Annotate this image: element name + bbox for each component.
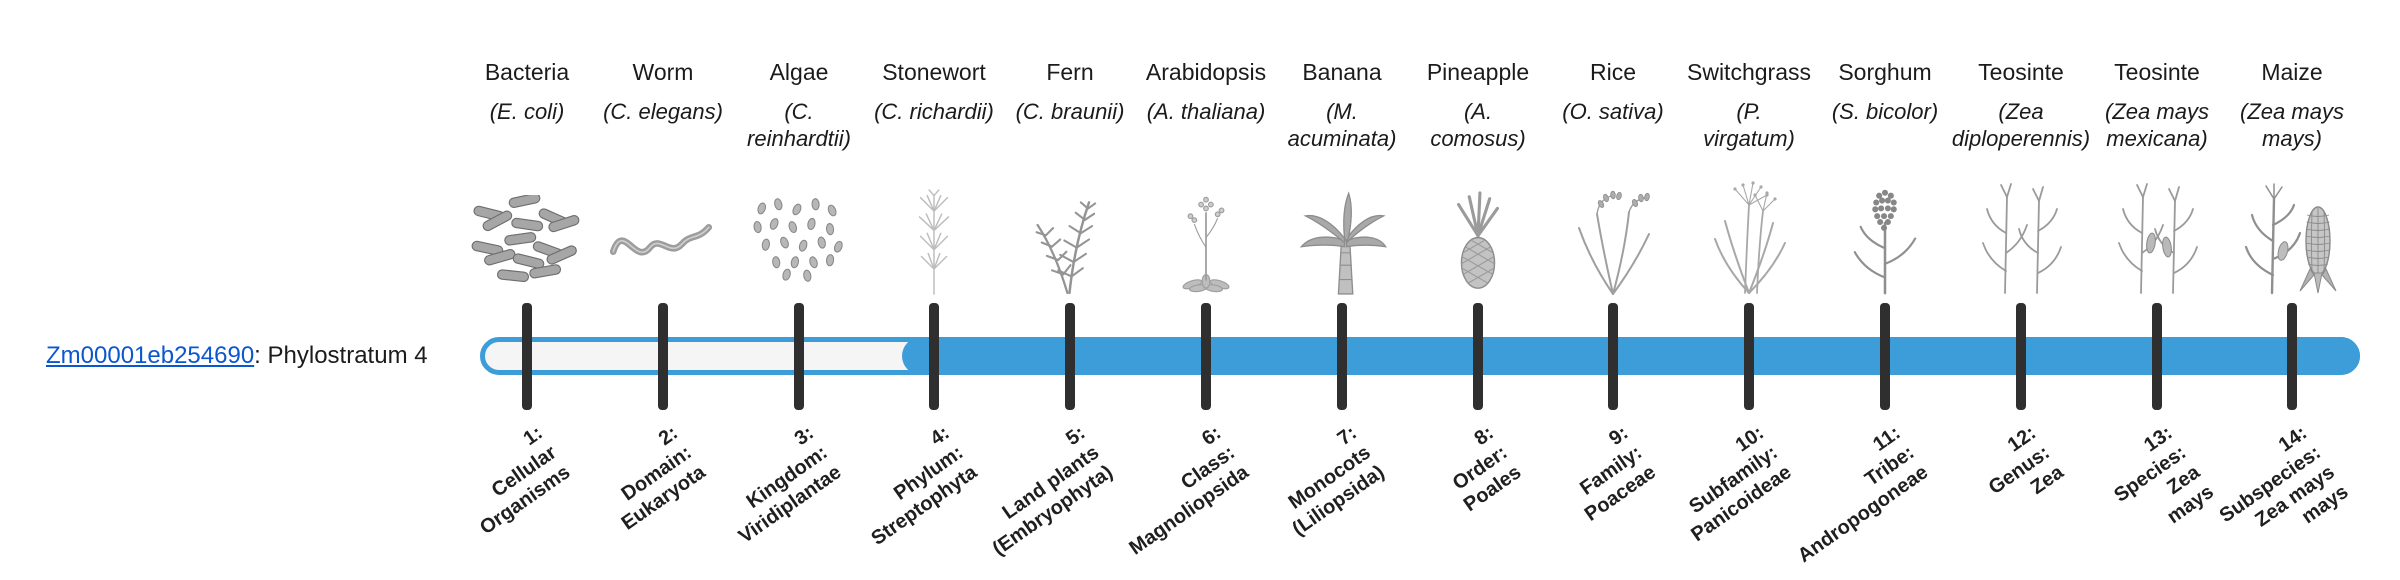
sorghum-icon	[1853, 189, 1917, 295]
organism-scientific-name: (A. comosus)	[1430, 99, 1526, 151]
switchgrass-icon	[1714, 181, 1786, 294]
organism-name: Algae	[769, 59, 829, 85]
organism-name: Worm	[632, 59, 694, 85]
stratum-label: 3: Kingdom: Viridiplantae	[735, 421, 846, 548]
gene-id-link[interactable]: Zm00001eb254690	[46, 342, 255, 369]
phylostratum-tick	[929, 303, 939, 410]
phylostratum-tick	[1608, 303, 1618, 410]
arabidopsis-icon	[1182, 196, 1230, 293]
worm-icon	[609, 223, 713, 256]
phylostratum-tick	[1744, 303, 1754, 410]
phylostratum-tick	[794, 303, 804, 410]
organism-scientific-name: (O. sativa)	[1562, 99, 1664, 124]
stratum-label: 12: Genus: Zea	[1984, 421, 2068, 500]
teosinte-mexicana-icon	[2118, 183, 2198, 294]
stratum-label: 14: Subspecies: Zea mays mays	[2215, 421, 2353, 532]
stratum-label: 8: Order: Poales	[1448, 421, 1525, 517]
organism-name: Bacteria	[484, 59, 570, 85]
fern-icon	[1035, 201, 1097, 295]
organism-name: Sorghum	[1838, 59, 1932, 85]
organism-name: Pineapple	[1426, 59, 1530, 85]
organism-scientific-name: (S. bicolor)	[1831, 99, 1939, 124]
organism-scientific-name: (Zea mays mexicana)	[2105, 99, 2209, 151]
phylostratum-tick	[2016, 303, 2026, 410]
organism-name: Maize	[2261, 59, 2323, 85]
organism-scientific-name: (P. virgatum)	[1703, 99, 1795, 151]
organism-scientific-name: (C. richardii)	[874, 99, 994, 124]
algae-icon	[753, 198, 843, 282]
stratum-label: 9: Family: Poaceae	[1575, 421, 1660, 526]
organism-scientific-name: (C. elegans)	[603, 99, 723, 124]
stratum-label: 11: Tribe: Andropogoneae	[1793, 421, 1932, 568]
stratum-label: 7: Monocots (Liliopsida)	[1284, 421, 1389, 541]
phylostratum-tick	[1065, 303, 1075, 410]
organism-scientific-name: (Zea diploperennis)	[1951, 99, 2091, 151]
organism-scientific-name: (A. thaliana)	[1146, 99, 1266, 124]
phylostratum-tick	[1473, 303, 1483, 410]
organism-name: Teosinte	[1978, 59, 2064, 85]
organism-name: Switchgrass	[1687, 59, 1811, 85]
stratum-label: 13: Species: Zea mays	[2109, 421, 2218, 529]
bacteria-icon	[471, 195, 580, 283]
stratum-label: 1: Cellular Organisms	[475, 421, 574, 540]
organism-name: Arabidopsis	[1145, 59, 1267, 85]
organism-name: Stonewort	[882, 59, 986, 85]
rice-icon	[1578, 190, 1650, 295]
stratum-label: 10: Subfamily: Panicoideae	[1685, 421, 1796, 547]
organism-name: Fern	[1046, 59, 1094, 85]
maize-icon	[2244, 183, 2337, 295]
phylostratum-tick	[1337, 303, 1347, 410]
pineapple-icon	[1457, 191, 1499, 289]
phylostratum-bar	[480, 337, 2360, 375]
phylostratum-tick	[1880, 303, 1890, 410]
banana-icon	[1299, 191, 1387, 295]
organism-name: Banana	[1302, 59, 1382, 85]
stratum-label: 2: Domain: Eukaryota	[617, 421, 710, 535]
organism-scientific-name: (E. coli)	[489, 99, 565, 124]
stratum-label: 6: Class: Magnoliopsida	[1125, 421, 1253, 560]
phylostratum-tick	[2152, 303, 2162, 410]
phylostratum-tick	[2287, 303, 2297, 410]
organism-name: Rice	[1589, 59, 1636, 85]
gene-phylostratum-text: : Phylostratum 4	[254, 342, 428, 369]
organism-scientific-name: (C. reinhardtii)	[747, 99, 851, 151]
organism-name: Teosinte	[2114, 59, 2200, 85]
gene-label: Zm00001eb254690: Phylostratum 4	[46, 342, 428, 370]
stonewort-icon	[918, 189, 950, 295]
phylostratum-tick	[1201, 303, 1211, 410]
organism-scientific-name: (M. acuminata)	[1287, 99, 1397, 151]
teosinte-diploperennis-icon	[1982, 183, 2062, 294]
stratum-label: 5: Land plants (Embryophyta)	[988, 421, 1117, 561]
phylostratum-tick	[522, 303, 532, 410]
phylostratum-tick	[658, 303, 668, 410]
stratum-label: 4: Phylum: Streptophyta	[867, 421, 981, 550]
organism-scientific-name: (Zea mays mays)	[2240, 99, 2344, 151]
phylostratum-bar-fill	[902, 337, 2360, 375]
organism-scientific-name: (C. braunii)	[1015, 99, 1125, 124]
